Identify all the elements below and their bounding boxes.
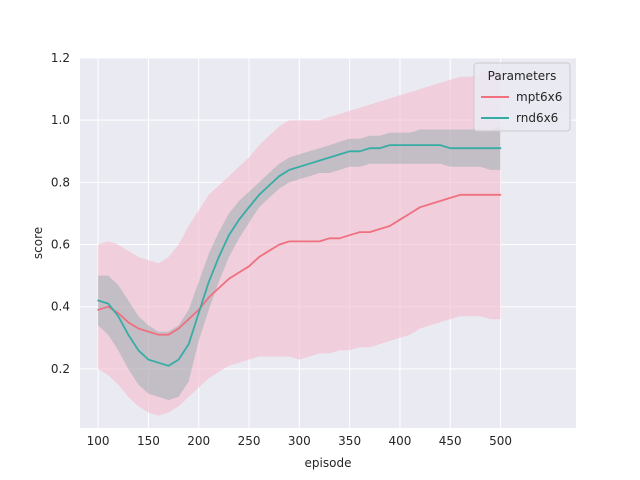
line-rnd6x6 <box>97 144 502 367</box>
x-tick-label: 200 <box>187 434 210 448</box>
x-tick-label: 350 <box>338 434 361 448</box>
x-tick-label: 300 <box>288 434 311 448</box>
x-tick-label: 150 <box>137 434 160 448</box>
legend-box <box>473 62 571 132</box>
y-tick-label: 0.4 <box>51 300 70 314</box>
y-axis-label: score <box>31 227 45 259</box>
y-axis-ticks: 0.2 0.4 0.6 0.8 1.0 1.2 <box>51 51 70 376</box>
x-tick-label: 100 <box>87 434 110 448</box>
legend-title: Parameters <box>488 69 557 83</box>
line-mpt6x6 <box>97 193 502 336</box>
y-tick-label: 0.8 <box>51 175 70 189</box>
series-lines <box>97 144 502 367</box>
y-tick-label: 1.2 <box>51 51 70 65</box>
x-axis-ticks: 100 150 200 250 300 350 400 450 500 <box>87 434 512 448</box>
x-axis-label: episode <box>305 456 352 470</box>
band-mpt6x6 <box>98 70 501 416</box>
confidence-bands <box>98 70 501 416</box>
x-tick-label: 500 <box>489 434 512 448</box>
y-tick-label: 1.0 <box>51 113 70 127</box>
legend-entry-mpt6x6: mpt6x6 <box>516 90 562 104</box>
legend: Parameters mpt6x6 rnd6x6 <box>473 62 571 132</box>
x-tick-label: 450 <box>439 434 462 448</box>
y-tick-label: 0.2 <box>51 362 70 376</box>
band-rnd6x6 <box>98 126 501 401</box>
x-tick-label: 250 <box>238 434 261 448</box>
y-tick-label: 0.6 <box>51 238 70 252</box>
x-tick-label: 400 <box>388 434 411 448</box>
legend-entry-rnd6x6: rnd6x6 <box>516 111 558 125</box>
